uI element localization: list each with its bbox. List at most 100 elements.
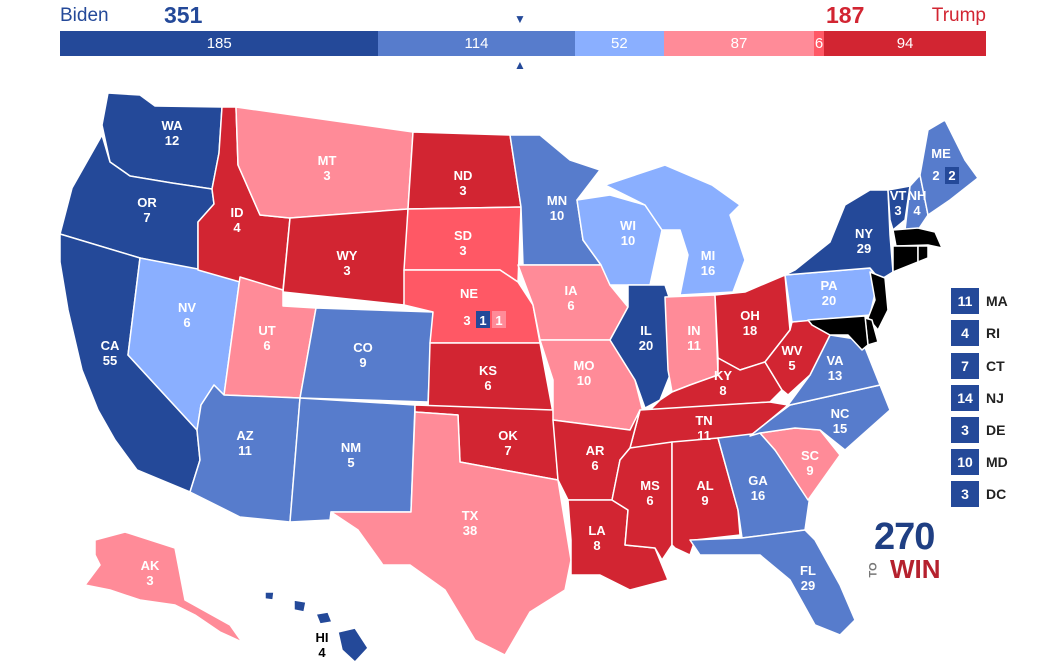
state-label-nd: ND	[454, 168, 473, 183]
state-ct[interactable]	[892, 245, 919, 273]
hawaii-island-big[interactable]	[337, 627, 369, 663]
state-ev-mt: 3	[323, 168, 330, 183]
electoral-vote-bar: 185 114 52 87 6 94	[60, 31, 986, 56]
state-label-oh: OH	[740, 308, 760, 323]
hawaii-island-kauai[interactable]	[264, 591, 275, 601]
state-ev-ia: 6	[567, 298, 574, 313]
state-label-il: IL	[640, 323, 652, 338]
ne-row-dc[interactable]: 3 DC	[951, 481, 1016, 507]
state-label-mo: MO	[574, 358, 595, 373]
state-label-ok: OK	[498, 428, 518, 443]
ne-row-md[interactable]: 10 MD	[951, 449, 1016, 475]
state-ny[interactable]	[784, 189, 894, 281]
ne-row-de[interactable]: 3 DE	[951, 417, 1016, 443]
state-ev-me: 2	[932, 168, 939, 183]
state-ev-mi: 16	[701, 263, 715, 278]
ne-district-cd1-box[interactable]	[492, 311, 506, 328]
state-ev-nh: 4	[913, 203, 921, 218]
state-hi[interactable]	[264, 591, 369, 663]
state-label-nm: NM	[341, 440, 361, 455]
state-label-tx: TX	[462, 508, 479, 523]
ne-ev-box[interactable]: 4	[951, 320, 979, 346]
270towin-logo[interactable]: 270 TO WIN	[868, 516, 942, 586]
me-district-cd1-box[interactable]	[945, 167, 959, 184]
ne-row-ri[interactable]: 4 RI	[951, 320, 1016, 346]
state-il[interactable]	[609, 284, 673, 409]
state-ev-ne: 3	[463, 313, 470, 328]
state-fl[interactable]	[689, 529, 856, 636]
state-ev-ut: 6	[263, 338, 270, 353]
ne-ev-box[interactable]: 3	[951, 481, 979, 507]
state-ak[interactable]	[84, 531, 243, 643]
state-label-ks: KS	[479, 363, 497, 378]
state-mi[interactable]	[604, 164, 746, 296]
state-label-ga: GA	[748, 473, 768, 488]
us-electoral-map: WA12OR7CA55NV6ID4MT3WY3UT6AZ11CO9NM5ND3S…	[59, 92, 979, 663]
state-label-vt: VT	[890, 188, 907, 203]
state-label-ny: NY	[855, 226, 873, 241]
state-label-al: AL	[696, 478, 713, 493]
state-label-wy: WY	[337, 248, 358, 263]
state-ev-in: 11	[687, 338, 701, 353]
bar-segment-likely_d: 114	[378, 31, 575, 56]
state-ev-tx: 38	[463, 523, 477, 538]
logo-number: 270	[874, 516, 935, 558]
state-label-az: AZ	[236, 428, 253, 443]
state-vt[interactable]	[887, 185, 911, 231]
state-label-hi: HI	[316, 630, 329, 645]
state-ev-il: 20	[639, 338, 653, 353]
state-label-or: OR	[137, 195, 157, 210]
ne-district-cd2-label: 1	[479, 313, 486, 328]
state-ev-or: 7	[143, 210, 150, 225]
state-label-in: IN	[688, 323, 701, 338]
ne-state-label: RI	[986, 325, 1000, 341]
biden-label: Biden	[60, 5, 109, 26]
state-label-wa: WA	[162, 118, 184, 133]
ne-ev-box[interactable]: 14	[951, 385, 979, 411]
state-ma[interactable]	[892, 227, 943, 249]
ne-ev-box[interactable]: 10	[951, 449, 979, 475]
state-ev-mn: 10	[550, 208, 564, 223]
state-ev-ky: 8	[719, 383, 726, 398]
ne-state-label: DE	[986, 422, 1006, 438]
state-nj[interactable]	[867, 271, 889, 331]
state-label-sc: SC	[801, 448, 820, 463]
state-label-nc: NC	[831, 406, 850, 421]
state-ev-va: 13	[828, 368, 842, 383]
ne-ev-box[interactable]: 7	[951, 353, 979, 379]
state-tx[interactable]	[330, 411, 572, 656]
state-ev-pa: 20	[822, 293, 836, 308]
ne-ev-box[interactable]: 3	[951, 417, 979, 443]
state-ev-al: 9	[701, 493, 708, 508]
ne-ev-box[interactable]: 11	[951, 288, 979, 314]
state-md[interactable]	[807, 315, 869, 351]
logo-to: TO	[867, 562, 880, 578]
hawaii-island-oahu[interactable]	[293, 599, 307, 613]
state-ev-nd: 3	[459, 183, 466, 198]
ne-row-ma[interactable]: 11 MA	[951, 288, 1016, 314]
state-ev-wv: 5	[788, 358, 795, 373]
state-label-fl: FL	[800, 563, 816, 578]
state-ev-id: 4	[233, 220, 241, 235]
hawaii-island-maui[interactable]	[315, 611, 333, 625]
ne-state-label: MA	[986, 293, 1008, 309]
state-label-wv: WV	[782, 343, 803, 358]
ne-row-nj[interactable]: 14 NJ	[951, 385, 1016, 411]
state-ev-wa: 12	[165, 133, 179, 148]
state-ri[interactable]	[917, 245, 929, 263]
ne-district-cd2-box[interactable]	[476, 311, 490, 328]
ne-state-label: CT	[986, 358, 1005, 374]
trump-label: Trump	[931, 5, 986, 26]
state-label-pa: PA	[820, 278, 838, 293]
state-label-co: CO	[353, 340, 373, 355]
ne-row-ct[interactable]: 7 CT	[951, 353, 1016, 379]
state-ev-wy: 3	[343, 263, 350, 278]
state-ev-hi: 4	[318, 645, 326, 660]
ne-state-label: NJ	[986, 390, 1004, 406]
state-label-ms: MS	[640, 478, 660, 493]
state-ev-wi: 10	[621, 233, 635, 248]
state-label-tn: TN	[695, 413, 712, 428]
state-label-nh: NH	[908, 188, 927, 203]
state-ev-vt: 3	[894, 203, 901, 218]
state-label-wi: WI	[620, 218, 636, 233]
